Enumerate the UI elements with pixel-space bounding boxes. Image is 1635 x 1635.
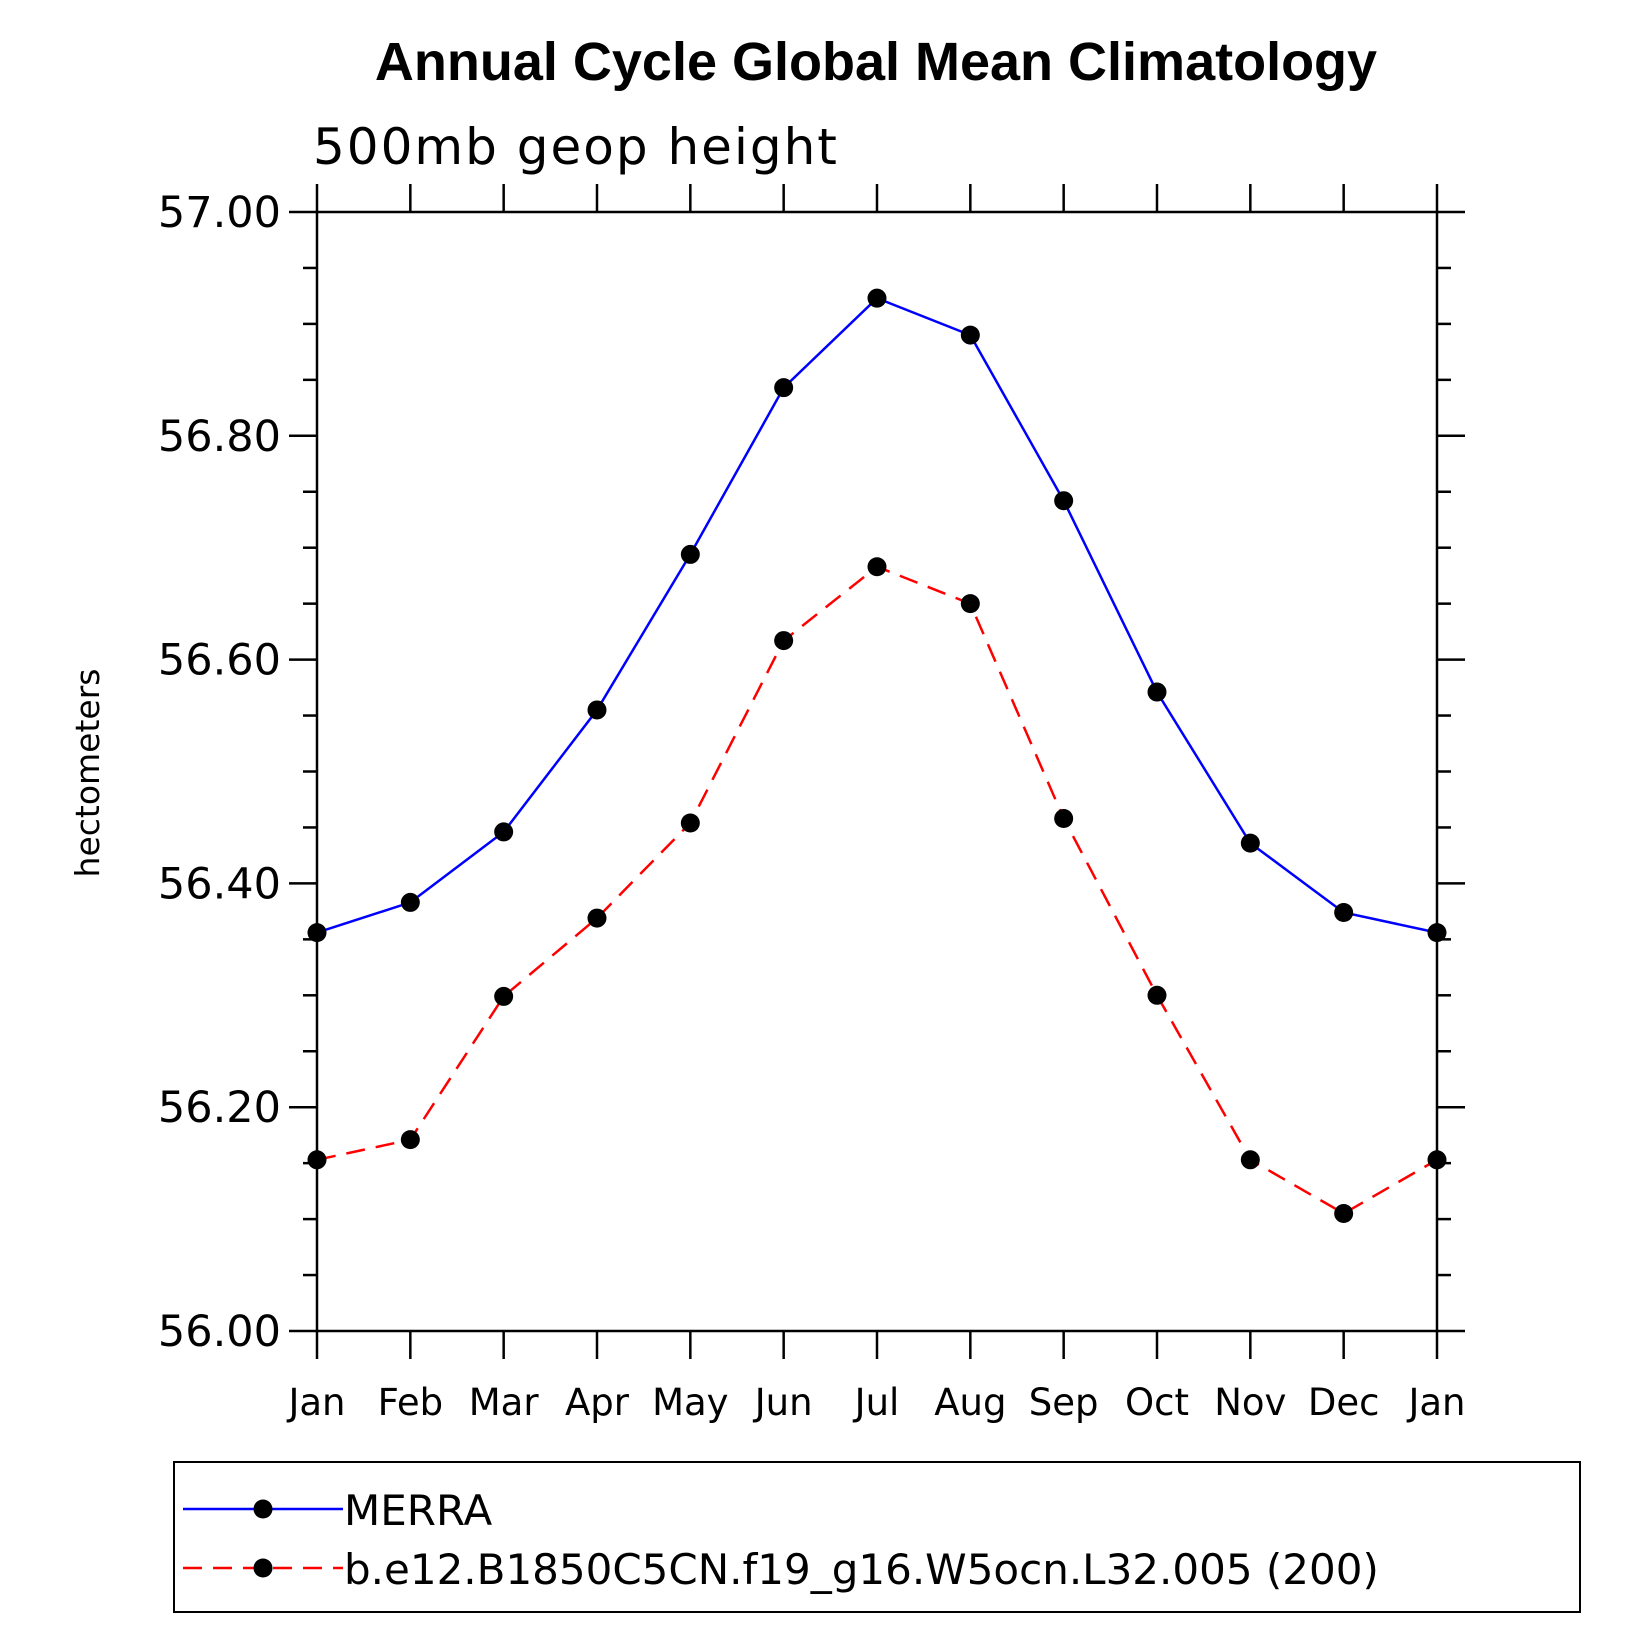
series-line-1 [316, 565, 1438, 1215]
x-tick-label: Mar [469, 1381, 540, 1424]
y-tick-label: 56.80 [158, 412, 281, 462]
y-tick-label: 56.00 [158, 1307, 281, 1357]
series-1-point [960, 594, 980, 614]
series-1-point [1334, 1204, 1354, 1224]
legend-label-0: MERRA [344, 1486, 492, 1535]
series-0-point [867, 288, 887, 308]
series-1-point [1427, 1150, 1447, 1170]
series-0-point [400, 892, 420, 912]
series-0-point [1054, 491, 1074, 511]
x-tick-label: Jan [1406, 1381, 1465, 1424]
series-1-point [774, 631, 794, 651]
series-1-point [587, 908, 607, 928]
x-tick-label: Feb [378, 1381, 444, 1424]
series-1-point [680, 813, 700, 833]
x-tick-label: Oct [1125, 1381, 1189, 1424]
y-tick-label: 57.00 [158, 188, 281, 238]
x-tick-label: Aug [934, 1381, 1006, 1424]
series-0-point [1240, 833, 1260, 853]
legend-box [173, 1461, 1581, 1613]
x-tick-label: Apr [565, 1381, 630, 1424]
legend-label-1: b.e12.B1850C5CN.f19_g16.W5ocn.L32.005 (2… [344, 1545, 1379, 1594]
series-1-point [307, 1150, 327, 1170]
legend-marker-1 [253, 1558, 273, 1578]
series-0-point [494, 822, 514, 842]
x-tick-label: Dec [1308, 1381, 1380, 1424]
chart-title: Annual Cycle Global Mean Climatology [375, 32, 1377, 92]
x-tick-label: May [652, 1381, 729, 1424]
y-tick-label: 56.60 [158, 636, 281, 686]
x-tick-label: Jun [753, 1381, 813, 1424]
series-1-point [400, 1130, 420, 1150]
series-1-point [1054, 808, 1074, 828]
series-0-point [960, 325, 980, 345]
series-0-point [1334, 902, 1354, 922]
y-axis-label: hectometers [68, 669, 107, 878]
series-1-point [494, 986, 514, 1006]
series-1-point [1147, 985, 1167, 1005]
x-tick-label: Sep [1029, 1381, 1099, 1424]
legend-marker-0 [253, 1499, 273, 1519]
series-0-point [307, 923, 327, 943]
series-1-point [867, 557, 887, 577]
plot-frame [315, 210, 1439, 1333]
y-tick-label: 56.40 [158, 859, 281, 909]
series-0-point [587, 700, 607, 720]
x-tick-label: Jan [286, 1381, 345, 1424]
series-0-point [1427, 923, 1447, 943]
x-tick-label: Jul [853, 1381, 900, 1424]
y-tick-label: 56.20 [158, 1083, 281, 1133]
series-line-0 [316, 296, 1438, 934]
series-0-point [774, 378, 794, 398]
x-tick-label: Nov [1214, 1381, 1286, 1424]
series-1-point [1240, 1150, 1260, 1170]
series-0-point [1147, 682, 1167, 702]
series-0-point [680, 544, 700, 564]
chart-subtitle: 500mb geop height [313, 118, 839, 176]
